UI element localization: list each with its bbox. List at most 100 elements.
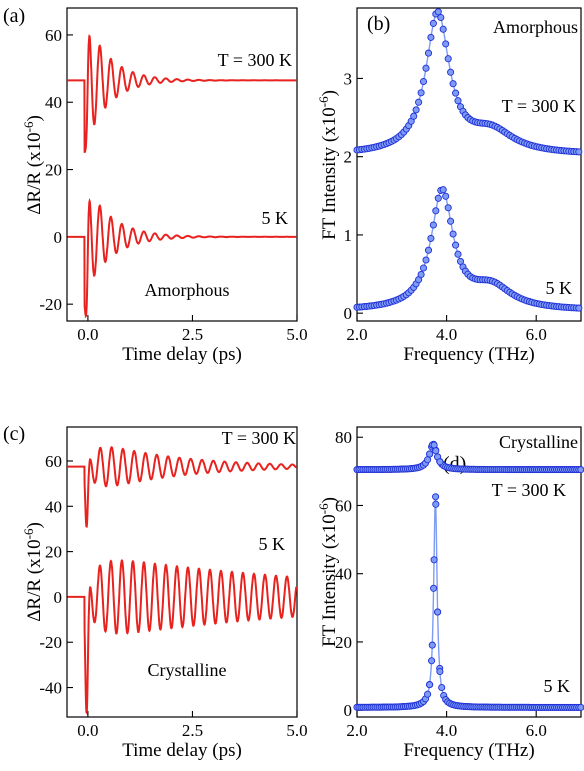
y-tick-label: 20 (45, 543, 62, 562)
panel-d-xlabel: Frequency (THz) (403, 740, 534, 761)
y-tick-label: 60 (45, 26, 62, 45)
panel-c: (c) Time delay (ps) ΔR/R (x10-6) T = 300… (3, 423, 308, 761)
spectrum-point (415, 98, 423, 106)
panel-a-annot-material: Amorphous (145, 280, 230, 300)
spectrum-point (449, 230, 457, 238)
spectrum-point (432, 447, 440, 455)
panel-d-ticks: 2.0 4.0 6.0 0 20 40 60 80 (335, 428, 547, 740)
panel-d-annot-5k: 5 K (544, 676, 571, 696)
panel-c-letter: (c) (3, 423, 25, 445)
panel-a-ylabel: ΔR/R (x10-6) (21, 115, 45, 215)
spectrum-point (432, 207, 440, 215)
y-tick-label: 40 (335, 565, 352, 584)
y-tick-label: 40 (45, 497, 62, 516)
y-tick-label: 60 (45, 452, 62, 471)
y-tick-label: 40 (45, 93, 62, 112)
spectrum-point (427, 33, 435, 41)
panel-d-annot-material: Crystalline (499, 432, 578, 452)
spectrum-point (419, 264, 428, 272)
spectrum-point (424, 690, 432, 698)
spectrum-point (422, 64, 430, 72)
panel-d-annot-300k: T = 300 K (492, 480, 566, 500)
spectrum-point (434, 8, 442, 16)
spectrum-point (432, 500, 440, 508)
panel-b-annot-300k: T = 300 K (502, 96, 576, 116)
spectrum-point (410, 112, 418, 120)
panel-c-frame (66, 426, 298, 718)
spectrum-point (417, 270, 425, 279)
spectrum-point (447, 68, 455, 76)
spectrum-point (430, 584, 438, 592)
trace-300k (67, 34, 297, 154)
spectrum-point (430, 556, 438, 564)
panel-b-annot-material: Amorphous (493, 17, 578, 37)
panel-b-annot-5k: 5 K (546, 278, 573, 298)
y-tick-label: 1 (344, 226, 353, 245)
x-tick-label: 2.0 (346, 325, 367, 344)
spectrum-point (428, 657, 436, 665)
spectrum-point (442, 192, 450, 200)
panel-a-frame (66, 7, 298, 322)
panel-d: (d) Frequency (THz) FT Intensity (x10-6)… (316, 426, 584, 761)
panel-b-xlabel: Frequency (THz) (403, 344, 534, 365)
y-tick-label: 0 (344, 701, 353, 720)
y-tick-label: 0 (344, 304, 353, 323)
spectrum-point (575, 148, 583, 156)
spectrum-point (452, 241, 460, 249)
panel-a-annot-5k: 5 K (262, 208, 289, 228)
spectrum-point (439, 25, 447, 33)
panel-c-ylabel: ΔR/R (x10-6) (21, 522, 45, 622)
x-tick-label: 6.0 (526, 325, 547, 344)
x-tick-label: 4.0 (436, 721, 457, 740)
panel-a: (a) Time delay (ps) ΔR/R (x10-6) T = 300… (3, 5, 308, 365)
spectrum-point (428, 641, 436, 649)
spectrum-point (432, 493, 440, 501)
panel-c-xlabel: Time delay (ps) (122, 740, 242, 761)
panel-b-letter: (b) (367, 13, 390, 35)
spectrum-point (419, 77, 428, 86)
spectrum-point (424, 49, 433, 57)
panel-d-ylabel: FT Intensity (x10-6) (316, 497, 340, 647)
y-tick-label: 20 (335, 633, 352, 652)
y-tick-label: 80 (335, 428, 352, 447)
spectrum-point (454, 97, 462, 105)
panel-c-ticks: 0.0 2.5 5.0 -40 -20 0 20 40 60 (39, 452, 307, 740)
spectrum-point (452, 89, 460, 97)
panel-a-xlabel: Time delay (ps) (122, 344, 242, 365)
panel-a-letter: (a) (3, 5, 25, 27)
y-tick-label: 0 (54, 588, 63, 607)
spectrum-point (444, 204, 452, 212)
y-tick-label: 20 (45, 161, 62, 180)
spectrum-point (449, 80, 457, 88)
panel-c-annot-5k: 5 K (259, 534, 286, 554)
spectrum-point (417, 89, 425, 97)
trace-5k (67, 559, 298, 716)
spectrum-point (424, 246, 433, 254)
x-tick-label: 2.5 (182, 325, 203, 344)
spectrum-point (444, 55, 452, 63)
spectrum-point (427, 234, 435, 242)
panel-d-plot (353, 440, 584, 711)
panel-a-annot-300k: T = 300 K (218, 50, 292, 70)
y-tick-label: 60 (335, 496, 352, 515)
y-tick-label: -20 (39, 633, 62, 652)
spectrum-point (436, 458, 444, 466)
y-tick-label: -20 (39, 295, 62, 314)
y-tick-label: -40 (39, 679, 62, 698)
y-tick-label: 2 (344, 148, 353, 167)
panel-b: (b) Frequency (THz) FT Intensity (x10-6)… (316, 7, 583, 365)
spectrum-point (412, 106, 420, 114)
x-tick-label: 2.0 (346, 721, 367, 740)
spectrum-point (422, 256, 430, 264)
spectrum-point (429, 19, 437, 27)
panel-d-frame (356, 426, 582, 718)
spectrum-point (577, 703, 584, 711)
y-tick-label: 0 (54, 228, 63, 247)
panel-c-plot (67, 446, 298, 716)
trace-300k (67, 446, 297, 528)
spectrum-point (434, 608, 442, 616)
y-tick-label: 3 (344, 69, 353, 88)
spectrum-point (426, 681, 434, 689)
x-tick-label: 5.0 (286, 325, 307, 344)
